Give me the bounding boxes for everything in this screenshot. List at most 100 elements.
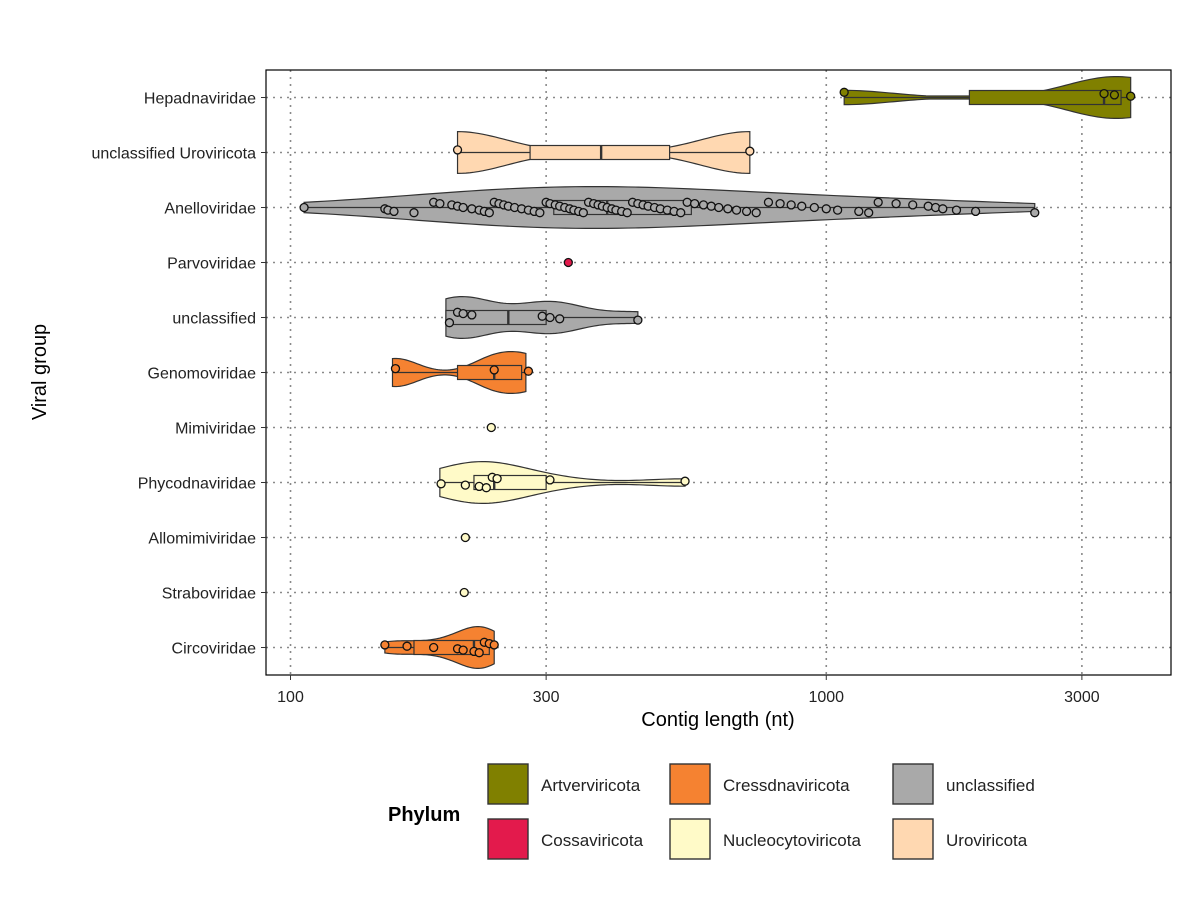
data-point — [481, 483, 491, 493]
data-point — [435, 198, 445, 209]
data-point — [389, 206, 399, 217]
grid-lines — [266, 70, 1171, 675]
y-tick-label: unclassified Uroviricota — [91, 146, 256, 163]
data-point — [714, 202, 724, 213]
legend-key-cressdnaviricota — [669, 763, 711, 805]
data-point — [484, 208, 494, 218]
legend-label-cressdnaviricota: Cressdnaviricota — [723, 776, 850, 795]
data-point — [537, 311, 547, 321]
y-tick-label: Parvoviridae — [167, 256, 256, 273]
data-point — [1099, 88, 1109, 99]
y-tick-label: Anelloviridae — [164, 201, 256, 218]
data-point — [460, 532, 471, 543]
data-point — [741, 206, 752, 217]
data-point — [402, 641, 412, 651]
legend-title: Phylum — [388, 804, 460, 826]
data-point — [409, 208, 419, 218]
data-point — [535, 208, 545, 218]
data-point — [436, 479, 446, 489]
data-point — [444, 318, 455, 328]
y-tick-label: Mimiviridae — [175, 421, 256, 438]
legend-label-unclassified: unclassified — [946, 776, 1035, 795]
data-point — [680, 476, 690, 486]
data-point — [723, 204, 733, 214]
data-point — [839, 87, 849, 97]
data-point — [690, 198, 700, 209]
y-tick-label: Genomoviridae — [148, 366, 257, 383]
data-point — [467, 204, 477, 214]
data-point — [908, 200, 918, 210]
data-point — [873, 197, 883, 207]
y-tick-labels: Hepadnaviridae unclassified Uroviricota An… — [91, 91, 256, 658]
y-tick-label: Circoviridae — [172, 641, 257, 658]
data-point — [682, 197, 692, 207]
data-point — [299, 202, 309, 213]
data-point — [459, 587, 469, 598]
data-point — [523, 366, 534, 376]
data-point — [460, 480, 471, 490]
box-iqr — [456, 364, 523, 381]
y-tick-label: unclassified — [172, 311, 256, 328]
data-point — [492, 473, 502, 484]
data-point — [891, 198, 901, 209]
data-point — [380, 640, 390, 650]
box-iqr — [529, 144, 671, 161]
box-iqr — [968, 89, 1122, 106]
data-point — [854, 206, 864, 217]
legend-key-cossaviricota — [487, 818, 529, 860]
data-point — [1126, 91, 1136, 101]
legend: Artverviricota Cossaviricota Cressdnaviric… — [487, 763, 1035, 860]
legend-label-uroviricota: Uroviricota — [946, 831, 1028, 850]
data-point — [786, 200, 796, 210]
y-tick-label: Phycodnaviridae — [138, 476, 256, 493]
data-point — [474, 648, 484, 658]
data-point — [832, 205, 843, 215]
y-ticks — [261, 97, 266, 648]
data-point — [938, 204, 948, 214]
data-point — [809, 202, 819, 213]
x-tick-label-300: 300 — [533, 689, 560, 706]
data-point — [864, 208, 874, 218]
box-layer — [304, 89, 1131, 656]
data-point — [452, 145, 463, 155]
y-tick-label: Straboviridae — [162, 586, 256, 603]
legend-label-artverviricota: Artverviricota — [541, 776, 641, 795]
legend-key-artverviricota — [487, 763, 529, 805]
data-point — [698, 200, 709, 210]
data-point — [775, 198, 785, 209]
x-ticks — [290, 675, 1083, 680]
x-tick-labels: 100 300 1000 3000 — [277, 689, 1100, 706]
data-point — [745, 146, 755, 156]
data-point — [458, 645, 468, 655]
y-tick-label: Hepadnaviridae — [144, 91, 256, 108]
data-point — [821, 204, 831, 214]
data-point — [706, 201, 716, 211]
data-point — [545, 312, 555, 323]
data-point — [633, 315, 643, 325]
x-tick-label-1000: 1000 — [808, 689, 844, 706]
data-point — [489, 365, 499, 375]
data-point — [429, 642, 439, 653]
y-axis-title: Viral group — [29, 324, 51, 420]
data-point — [763, 197, 774, 207]
data-point — [555, 314, 565, 324]
point-layer — [299, 87, 1136, 658]
data-point — [751, 208, 761, 218]
data-point — [578, 208, 588, 218]
legend-key-nucleocytoviricota — [669, 818, 711, 860]
legend-key-uroviricota — [892, 818, 934, 860]
data-point — [970, 206, 981, 217]
data-point — [545, 475, 555, 485]
data-point — [731, 205, 742, 215]
legend-label-cossaviricota: Cossaviricota — [541, 831, 644, 850]
data-point — [467, 310, 477, 320]
data-point — [390, 363, 401, 374]
data-point — [622, 208, 632, 218]
x-tick-label-3000: 3000 — [1064, 689, 1100, 706]
data-point — [1109, 90, 1120, 100]
data-point — [458, 308, 468, 319]
y-tick-label: Allomimiviridae — [148, 531, 256, 548]
data-point — [797, 201, 807, 211]
legend-key-unclassified — [892, 763, 934, 805]
